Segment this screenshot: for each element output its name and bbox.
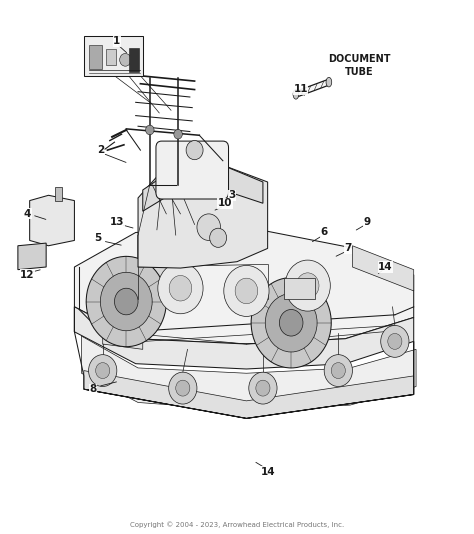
Circle shape — [324, 355, 353, 387]
Text: DOCUMENT: DOCUMENT — [328, 54, 391, 64]
Circle shape — [388, 333, 402, 349]
Text: 6: 6 — [320, 227, 328, 238]
Polygon shape — [84, 371, 414, 419]
Polygon shape — [18, 243, 46, 270]
Polygon shape — [82, 336, 416, 411]
Circle shape — [331, 363, 346, 379]
Bar — [128, 48, 139, 72]
Bar — [55, 187, 62, 201]
Ellipse shape — [326, 77, 332, 87]
Bar — [106, 49, 117, 65]
Circle shape — [265, 294, 317, 352]
Circle shape — [146, 125, 154, 135]
Text: 14: 14 — [260, 467, 275, 476]
Circle shape — [235, 278, 258, 304]
Polygon shape — [138, 163, 268, 268]
Text: 9: 9 — [363, 217, 370, 227]
Bar — [89, 45, 102, 69]
Polygon shape — [74, 307, 414, 369]
Circle shape — [86, 256, 166, 347]
Polygon shape — [353, 246, 414, 291]
Circle shape — [100, 272, 152, 331]
Circle shape — [249, 372, 277, 404]
Polygon shape — [74, 227, 414, 344]
Polygon shape — [138, 235, 181, 302]
Circle shape — [197, 214, 220, 240]
Circle shape — [96, 363, 110, 379]
Text: 7: 7 — [344, 244, 351, 254]
Polygon shape — [143, 163, 263, 211]
Circle shape — [169, 276, 192, 301]
Circle shape — [158, 263, 203, 314]
Circle shape — [210, 228, 227, 247]
Circle shape — [251, 278, 331, 368]
Text: 4: 4 — [24, 209, 31, 219]
Text: Copyright © 2004 - 2023, Arrowhead Electrical Products, Inc.: Copyright © 2004 - 2023, Arrowhead Elect… — [130, 522, 344, 528]
Text: 14: 14 — [378, 262, 393, 272]
Circle shape — [89, 355, 117, 387]
Text: 13: 13 — [109, 217, 124, 227]
Circle shape — [186, 140, 203, 160]
Bar — [84, 36, 143, 76]
Text: 1: 1 — [113, 36, 120, 46]
FancyBboxPatch shape — [156, 141, 228, 199]
Polygon shape — [30, 195, 74, 246]
Text: TUBE: TUBE — [345, 67, 374, 77]
Circle shape — [279, 310, 303, 336]
Bar — [284, 278, 315, 299]
Text: 2: 2 — [97, 145, 104, 155]
Text: 3: 3 — [228, 190, 236, 200]
Circle shape — [296, 273, 319, 299]
Polygon shape — [103, 325, 143, 349]
Circle shape — [285, 260, 330, 311]
Circle shape — [176, 380, 190, 396]
Circle shape — [256, 380, 270, 396]
Ellipse shape — [293, 90, 299, 99]
Circle shape — [224, 265, 269, 317]
Circle shape — [169, 372, 197, 404]
Text: 8: 8 — [90, 384, 97, 394]
Circle shape — [381, 325, 409, 357]
Text: 12: 12 — [20, 270, 35, 280]
Circle shape — [119, 53, 131, 66]
Text: 11: 11 — [293, 84, 308, 94]
Circle shape — [115, 288, 138, 315]
Circle shape — [174, 129, 182, 139]
Text: 10: 10 — [218, 198, 232, 208]
Text: 5: 5 — [94, 233, 101, 243]
